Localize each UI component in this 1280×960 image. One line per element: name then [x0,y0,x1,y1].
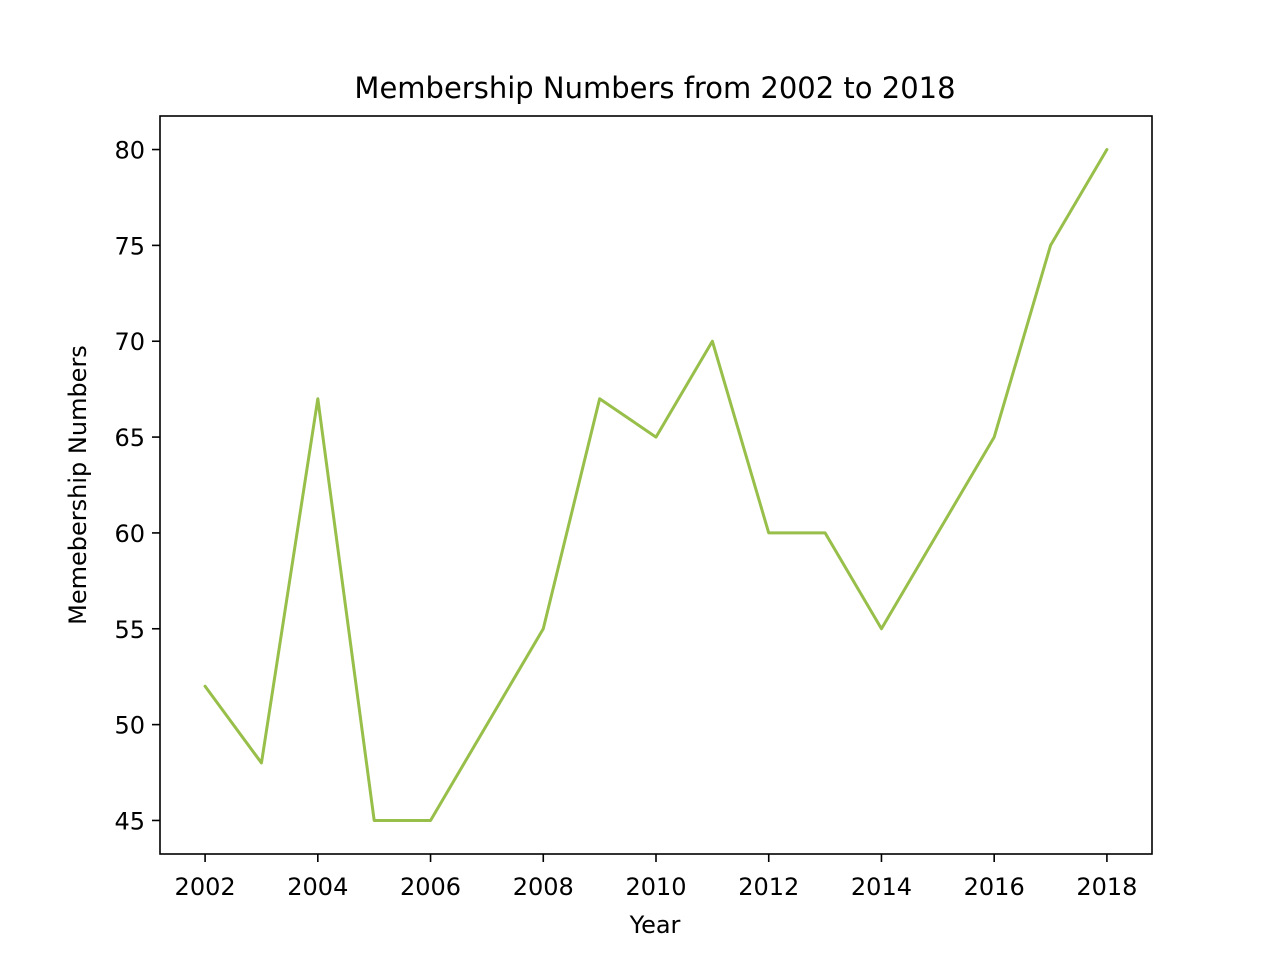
x-tick-label: 2006 [400,873,461,901]
y-tick-label: 65 [114,424,145,452]
x-tick-label: 2014 [851,873,912,901]
x-tick-label: 2002 [175,873,236,901]
x-tick-label: 2016 [964,873,1025,901]
y-tick-label: 50 [114,712,145,740]
y-tick-label: 45 [114,807,145,835]
y-tick-label: 70 [114,328,145,356]
x-tick-label: 2008 [513,873,574,901]
y-axis-label: Memebership Numbers [64,345,92,625]
x-tick-label: 2012 [738,873,799,901]
series-line [203,148,1109,822]
y-tick-label: 55 [114,616,145,644]
x-axis-label: Year [629,911,681,939]
y-tick-label: 75 [114,232,145,260]
y-tick-label: 80 [114,137,145,165]
chart-title: Membership Numbers from 2002 to 2018 [354,71,955,105]
plot-area: 2002 2004 2006 2008 2010 2012 2014 2016 2018 45 50… [114,115,1153,901]
x-tick-label: 2010 [625,873,686,901]
x-tick-label: 2004 [287,873,348,901]
y-tick-label: 60 [114,520,145,548]
plot-frame [159,115,1153,855]
x-tick-label: 2018 [1076,873,1137,901]
